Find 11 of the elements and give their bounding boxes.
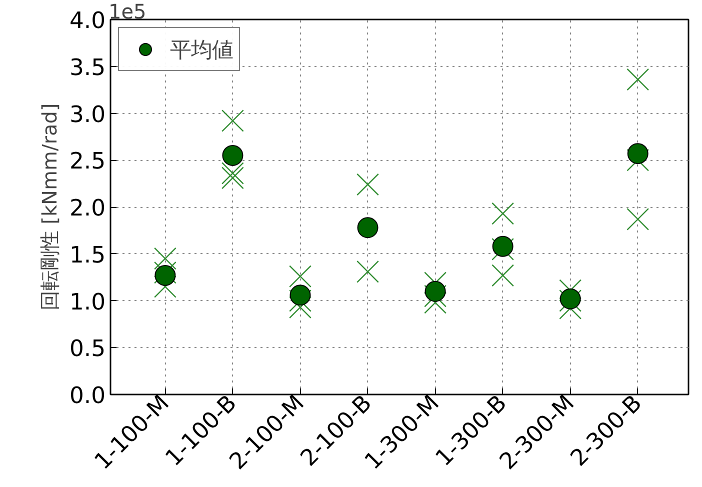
y-tick-label: 2.5 xyxy=(69,148,106,175)
y-tick-label: 0.5 xyxy=(69,336,106,362)
legend-label: 平均値 xyxy=(170,36,233,64)
y-tick-label: 3.0 xyxy=(69,102,106,128)
y-axis-title: 回転剛性 [kNmm/rad] xyxy=(37,103,62,311)
y-tick-label: 1.5 xyxy=(69,242,106,268)
y-tick-label: 3.5 xyxy=(69,54,106,81)
annotation: 1e5 xyxy=(108,0,146,24)
y-tick-label: 2.0 xyxy=(69,196,106,222)
y-tick-label: 4.0 xyxy=(69,8,106,34)
y-tick-label: 1.0 xyxy=(69,289,106,316)
